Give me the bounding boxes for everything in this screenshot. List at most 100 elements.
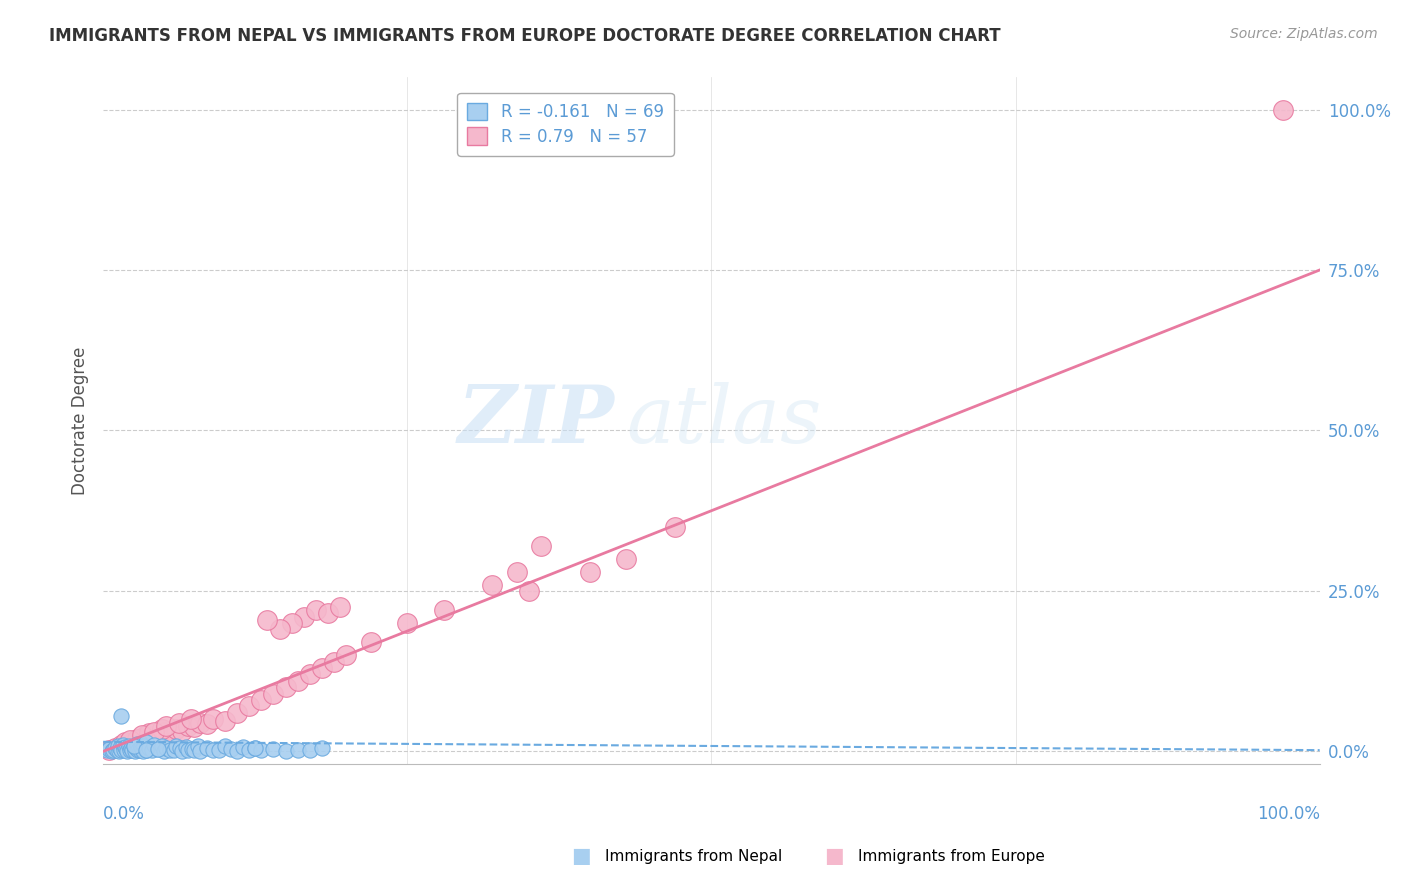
Point bbox=[298, 743, 321, 757]
Text: ■: ■ bbox=[824, 847, 844, 866]
Point bbox=[120, 741, 142, 756]
Text: Source: ZipAtlas.com: Source: ZipAtlas.com bbox=[1230, 27, 1378, 41]
Point bbox=[96, 743, 118, 757]
Point bbox=[298, 667, 321, 681]
Point bbox=[165, 739, 187, 753]
Point bbox=[250, 743, 273, 757]
Point bbox=[141, 743, 163, 757]
Point bbox=[114, 735, 136, 749]
Point bbox=[190, 744, 212, 758]
Point bbox=[163, 743, 186, 757]
Point bbox=[135, 735, 157, 749]
Point bbox=[114, 739, 136, 754]
Point bbox=[146, 742, 169, 756]
Point bbox=[292, 609, 315, 624]
Text: atlas: atlas bbox=[626, 382, 821, 459]
Text: 100.0%: 100.0% bbox=[1257, 805, 1320, 823]
Point bbox=[201, 712, 224, 726]
Text: Immigrants from Europe: Immigrants from Europe bbox=[858, 849, 1045, 863]
Point bbox=[104, 741, 127, 756]
Point bbox=[128, 731, 150, 746]
Point bbox=[98, 742, 121, 756]
Y-axis label: Doctorate Degree: Doctorate Degree bbox=[72, 347, 89, 495]
Point bbox=[127, 731, 149, 746]
Point bbox=[269, 623, 291, 637]
Point bbox=[165, 722, 187, 736]
Point bbox=[183, 720, 205, 734]
Point bbox=[132, 744, 155, 758]
Point bbox=[138, 726, 160, 740]
Point bbox=[131, 728, 153, 742]
Point bbox=[262, 687, 284, 701]
Point bbox=[105, 743, 128, 757]
Point bbox=[143, 738, 166, 752]
Point bbox=[122, 739, 145, 754]
Point bbox=[614, 552, 637, 566]
Text: Immigrants from Nepal: Immigrants from Nepal bbox=[605, 849, 782, 863]
Point bbox=[172, 744, 194, 758]
Text: 0.0%: 0.0% bbox=[103, 805, 145, 823]
Point bbox=[245, 740, 267, 755]
Point bbox=[208, 743, 231, 757]
Point bbox=[150, 722, 173, 736]
Point bbox=[127, 742, 149, 756]
Point bbox=[108, 744, 131, 758]
Point bbox=[238, 742, 260, 756]
Point bbox=[195, 741, 218, 756]
Point bbox=[117, 744, 139, 758]
Point bbox=[129, 739, 152, 754]
Point bbox=[98, 742, 121, 756]
Point bbox=[112, 743, 135, 757]
Point bbox=[329, 599, 352, 614]
Point bbox=[146, 742, 169, 756]
Point bbox=[159, 742, 181, 756]
Point bbox=[578, 565, 600, 579]
Point bbox=[122, 739, 145, 754]
Point bbox=[146, 731, 169, 745]
Point bbox=[305, 603, 328, 617]
Legend: R = -0.161   N = 69, R = 0.79   N = 57: R = -0.161 N = 69, R = 0.79 N = 57 bbox=[457, 93, 673, 155]
Point bbox=[150, 739, 173, 754]
Point bbox=[125, 740, 148, 755]
Point bbox=[167, 715, 190, 730]
Point bbox=[153, 725, 176, 739]
Point bbox=[238, 699, 260, 714]
Point bbox=[124, 744, 146, 758]
Point bbox=[117, 737, 139, 751]
Point bbox=[135, 742, 157, 756]
Point bbox=[214, 714, 236, 728]
Point bbox=[232, 739, 254, 754]
Point bbox=[187, 739, 209, 754]
Point bbox=[153, 744, 176, 758]
Point bbox=[121, 743, 143, 757]
Point bbox=[311, 661, 333, 675]
Point bbox=[433, 603, 456, 617]
Point bbox=[1272, 103, 1295, 117]
Point bbox=[250, 693, 273, 707]
Point bbox=[335, 648, 357, 662]
Text: ■: ■ bbox=[571, 847, 591, 866]
Point bbox=[262, 742, 284, 756]
Point bbox=[155, 719, 177, 733]
Point bbox=[274, 744, 297, 758]
Point bbox=[664, 520, 686, 534]
Point bbox=[127, 737, 149, 751]
Point bbox=[177, 719, 200, 733]
Point bbox=[141, 732, 163, 747]
Point bbox=[169, 741, 191, 756]
Point bbox=[360, 635, 382, 649]
Point bbox=[155, 740, 177, 755]
Point bbox=[135, 742, 157, 756]
Point bbox=[226, 744, 249, 758]
Point bbox=[226, 706, 249, 720]
Point bbox=[287, 673, 309, 688]
Point bbox=[122, 735, 145, 749]
Point bbox=[172, 723, 194, 738]
Point bbox=[180, 712, 202, 726]
Text: IMMIGRANTS FROM NEPAL VS IMMIGRANTS FROM EUROPE DOCTORATE DEGREE CORRELATION CHA: IMMIGRANTS FROM NEPAL VS IMMIGRANTS FROM… bbox=[49, 27, 1001, 45]
Point bbox=[396, 615, 419, 630]
Point bbox=[101, 742, 124, 756]
Point bbox=[107, 739, 129, 754]
Point bbox=[506, 565, 529, 579]
Point bbox=[214, 739, 236, 753]
